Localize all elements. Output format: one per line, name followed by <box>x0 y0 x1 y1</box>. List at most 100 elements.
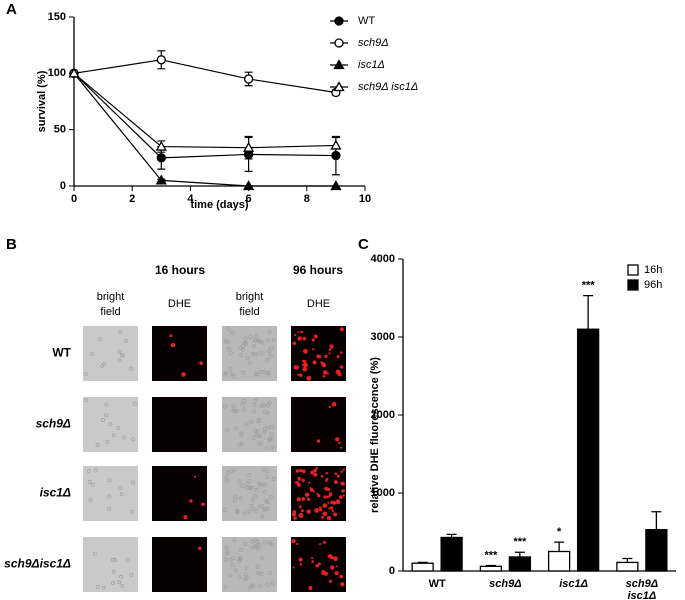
cell <box>238 496 243 501</box>
fluorescent-cell <box>306 509 311 514</box>
column-subheader: bright field <box>236 291 264 318</box>
fluorescent-cell <box>301 478 305 482</box>
legend-label: 96h <box>644 279 662 291</box>
fluorescent-cell <box>336 500 341 505</box>
bar <box>508 556 532 572</box>
cell <box>251 344 256 349</box>
row-label: sch9Δisc1Δ <box>4 557 71 571</box>
cell <box>267 329 272 334</box>
fluorescent-cell <box>321 362 326 368</box>
micrograph-grid <box>83 326 346 592</box>
cell <box>233 494 238 499</box>
cell <box>256 338 261 343</box>
cell <box>228 573 233 578</box>
fluorescent-cell <box>336 474 340 478</box>
cell <box>107 494 111 499</box>
marker <box>243 74 254 84</box>
cell <box>90 352 94 357</box>
column-subheader: DHE <box>307 298 330 310</box>
fluorescent-cell <box>300 509 304 513</box>
fluorescent-cell <box>342 494 345 497</box>
cell <box>254 372 259 377</box>
fluorescent-cell <box>340 365 344 369</box>
fluorescent-cell <box>317 494 321 498</box>
cell <box>243 577 248 582</box>
fluorescent-cell <box>294 365 299 370</box>
fluorescent-cell <box>323 540 327 544</box>
cell <box>255 372 260 377</box>
error-bar <box>554 541 565 552</box>
fluorescent-cell <box>313 472 318 477</box>
fluorescent-cell <box>338 495 343 499</box>
column-header: 96 hours <box>293 263 343 277</box>
cell <box>257 442 261 446</box>
marker <box>242 180 255 191</box>
cell <box>265 469 270 474</box>
cell <box>122 435 126 440</box>
fluorescent-cell <box>329 344 334 349</box>
bar <box>479 565 503 572</box>
series-line <box>73 72 336 187</box>
cell <box>111 569 116 574</box>
marker <box>155 140 167 151</box>
cell <box>260 504 264 508</box>
fluorescent-cell <box>327 554 333 559</box>
cell <box>250 545 255 550</box>
cell <box>119 492 124 496</box>
fluorescent-cell <box>312 360 317 365</box>
y-tick-label: 100 <box>48 67 66 79</box>
micrograph <box>222 537 277 592</box>
cell <box>238 443 242 448</box>
cell <box>232 498 237 503</box>
row-label: WT <box>52 346 71 360</box>
fluorescent-cell <box>295 481 300 485</box>
cell <box>105 439 110 444</box>
fluorescent-cell <box>333 512 338 517</box>
cell <box>229 469 234 474</box>
fluorescent-cell <box>340 470 343 473</box>
cell <box>247 473 252 477</box>
cell <box>129 573 134 577</box>
x-tick-label: WT <box>429 578 446 590</box>
fluorescent-cell <box>309 488 314 492</box>
cell <box>93 468 98 473</box>
fluorescent-cell <box>338 441 341 445</box>
cell <box>257 504 262 509</box>
fluorescent-cell <box>341 489 346 493</box>
fluorescent-cell <box>336 355 340 358</box>
cell <box>104 402 109 407</box>
cell <box>247 360 252 365</box>
cell <box>130 509 134 514</box>
fluorescent-cell <box>328 352 331 355</box>
cell <box>111 433 116 438</box>
cell <box>262 507 266 512</box>
y-axis-label: survival (%) <box>36 70 48 132</box>
fluorescent-cell <box>319 508 323 512</box>
fluorescent-cell <box>297 336 302 341</box>
cell <box>131 437 136 442</box>
cell <box>265 475 270 479</box>
cell <box>118 486 123 490</box>
cell <box>247 479 252 483</box>
cell <box>223 557 228 562</box>
cell <box>269 424 274 429</box>
micrograph <box>152 397 207 452</box>
legend-label: sch9Δ isc1Δ <box>358 81 418 93</box>
fluorescent-cell <box>322 370 328 375</box>
cell <box>243 336 248 341</box>
cell <box>269 346 273 351</box>
micrograph <box>291 397 346 452</box>
cell <box>262 370 266 374</box>
cell <box>244 566 249 570</box>
cell <box>224 545 229 550</box>
fluorescent-cell <box>334 571 339 576</box>
cell <box>101 418 105 422</box>
cell <box>266 371 271 376</box>
cell <box>232 468 237 473</box>
x-tick-label: 6 <box>246 193 252 205</box>
micrograph <box>83 326 138 381</box>
cell <box>231 408 236 413</box>
cell <box>268 571 272 575</box>
cell <box>262 467 266 472</box>
x-tick-label: 8 <box>304 193 310 205</box>
